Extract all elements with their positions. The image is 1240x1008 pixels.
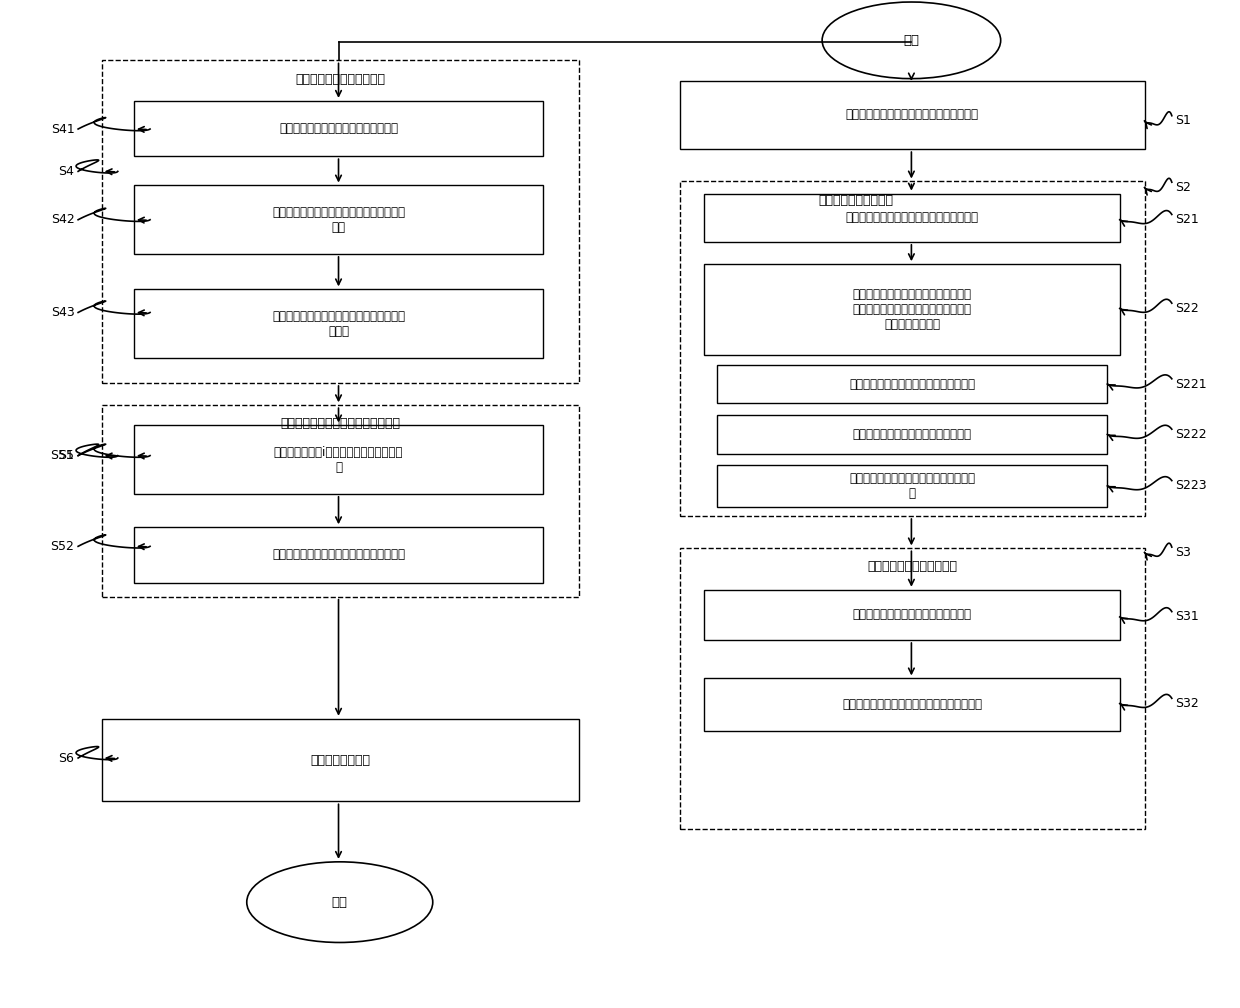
Text: S22: S22 (1176, 302, 1199, 314)
Text: 在对方跟踪系统作用空域内，飞机被捕获的
概率: 在对方跟踪系统作用空域内，飞机被捕获的 概率 (272, 206, 405, 234)
Text: S21: S21 (1176, 214, 1199, 226)
Text: S52: S52 (51, 540, 74, 552)
Bar (717, 415, 1107, 454)
Bar (134, 185, 543, 254)
Text: 摘要: 摘要 (904, 34, 919, 46)
Bar (102, 60, 579, 383)
Bar (102, 405, 579, 597)
Text: S2: S2 (1176, 181, 1192, 194)
Bar (704, 264, 1120, 355)
Bar (680, 81, 1145, 149)
Text: S32: S32 (1176, 698, 1199, 710)
Bar (134, 425, 543, 494)
Bar (134, 527, 543, 583)
Text: S42: S42 (51, 214, 74, 226)
Text: 飞机进入对方第i种防空武器杀伤空域的概
率: 飞机进入对方第i种防空武器杀伤空域的概 率 (274, 446, 403, 474)
Bar (680, 548, 1145, 829)
Ellipse shape (822, 2, 1001, 79)
Bar (134, 101, 543, 156)
Bar (704, 590, 1120, 640)
Text: S1: S1 (1176, 115, 1192, 127)
Bar (680, 181, 1145, 516)
Text: S4: S4 (58, 165, 74, 177)
Bar (704, 194, 1120, 242)
Text: 反射的电磁波被对方探测系统截获的概率: 反射的电磁波被对方探测系统截获的概率 (849, 378, 975, 390)
Text: 计算飞机生存概率: 计算飞机生存概率 (310, 754, 371, 766)
Text: S5: S5 (58, 450, 74, 462)
Text: 飞机进入对方识别系统作用空域的概率: 飞机进入对方识别系统作用空域的概率 (853, 609, 971, 621)
Text: S221: S221 (1176, 378, 1208, 390)
Text: S51: S51 (51, 450, 74, 462)
Text: S43: S43 (51, 306, 74, 319)
Text: 计算飞机被对方防空武器击毁的概率: 计算飞机被对方防空武器击毁的概率 (280, 417, 401, 430)
Text: 飞机进入对方跟踪系统作用空域的概率: 飞机进入对方跟踪系统作用空域的概率 (279, 122, 398, 135)
Text: S3: S3 (1176, 546, 1192, 558)
Text: 辐射电磁波被对方探测系统截获的概率: 辐射电磁波被对方探测系统截获的概率 (853, 428, 971, 440)
Text: 飞机被对方识别系统判别为对立面威胁的概率: 飞机被对方识别系统判别为对立面威胁的概率 (842, 699, 982, 711)
Text: 计算击中概率与击中条件下毁伤概率的乘积: 计算击中概率与击中条件下毁伤概率的乘积 (272, 548, 405, 561)
Text: S41: S41 (51, 123, 74, 135)
Bar (134, 289, 543, 358)
Text: 计算飞机被对方跟踪的概率: 计算飞机被对方跟踪的概率 (295, 73, 386, 86)
Text: 飞机被对方发现的概率: 飞机被对方发现的概率 (818, 194, 894, 207)
Text: 对方红外探测系统对我机红外辐射探测概
率: 对方红外探测系统对我机红外辐射探测概 率 (849, 472, 975, 500)
Bar (717, 365, 1107, 403)
Text: 计算飞机被对方识别的概率: 计算飞机被对方识别的概率 (867, 560, 957, 574)
Text: 飞机在执行任务过程中出现致命故障的概率: 飞机在执行任务过程中出现致命故障的概率 (846, 109, 978, 121)
Bar (717, 465, 1107, 507)
Text: 飞机进入对方探测系统有效搜索空域的概率: 飞机进入对方探测系统有效搜索空域的概率 (846, 212, 978, 224)
Text: 结束: 结束 (332, 896, 347, 908)
Bar (704, 678, 1120, 731)
Text: 在对方跟踪系统作用空域内，飞机摆脱跟踪
的概率: 在对方跟踪系统作用空域内，飞机摆脱跟踪 的概率 (272, 309, 405, 338)
Ellipse shape (247, 862, 433, 942)
Text: S31: S31 (1176, 611, 1199, 623)
Text: S223: S223 (1176, 480, 1208, 492)
Bar (102, 719, 579, 801)
Text: S222: S222 (1176, 428, 1208, 440)
Text: 飞机辐射或反射的电磁波被对方探测系
统截获的概率或对方红外探测系统对机
红外辐射探测概率: 飞机辐射或反射的电磁波被对方探测系 统截获的概率或对方红外探测系统对机 红外辐射… (853, 288, 971, 331)
Text: S6: S6 (58, 752, 74, 764)
